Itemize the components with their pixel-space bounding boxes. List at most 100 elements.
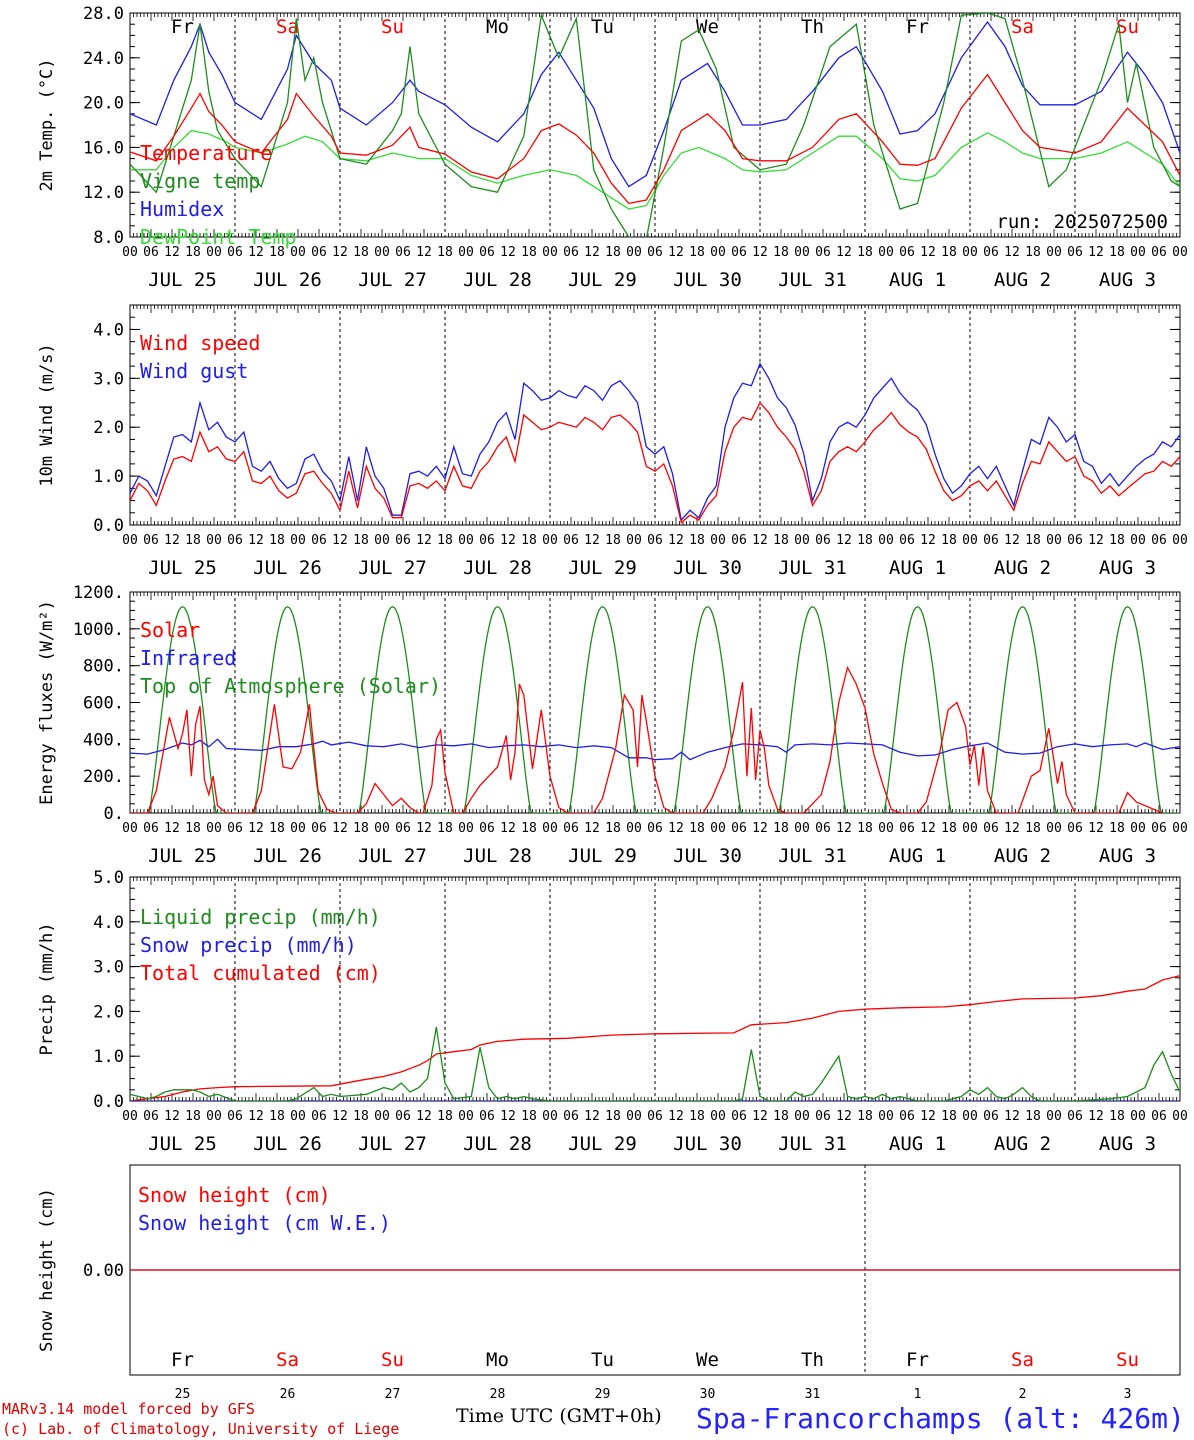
weekday-label: Sa [1011, 16, 1034, 38]
hour-label: 00 [1172, 533, 1188, 548]
x-axis-title: Time UTC (GMT+0h) [456, 1405, 662, 1427]
hour-label: 06 [899, 1109, 915, 1124]
hour-label: 06 [983, 1109, 999, 1124]
hour-label: 06 [143, 1109, 159, 1124]
hour-label: 00 [794, 533, 810, 548]
hour-label: 00 [710, 821, 726, 836]
hour-label: 06 [1067, 533, 1083, 548]
hour-label: 06 [647, 245, 663, 260]
date-label: JUL 29 [568, 845, 637, 867]
hour-label: 12 [584, 1109, 600, 1124]
hour-label: 12 [164, 821, 180, 836]
series-line-wind-gust [130, 362, 1180, 522]
hour-label: 00 [1172, 245, 1188, 260]
y-tick-label: 0. [104, 804, 124, 824]
y-tick-label: 0.0 [93, 1092, 124, 1112]
y-tick-label: 2.0 [93, 418, 124, 438]
hour-label: 00 [626, 821, 642, 836]
date-label: JUL 30 [673, 845, 742, 867]
date-label: AUG 3 [1099, 845, 1156, 867]
date-label: JUL 30 [673, 269, 742, 291]
hour-label: 00 [1130, 245, 1146, 260]
hour-label: 00 [122, 821, 138, 836]
date-label: AUG 2 [994, 269, 1051, 291]
y-tick-label: 400. [83, 730, 124, 750]
plot-frame [129, 12, 1181, 238]
hour-label: 00 [710, 245, 726, 260]
hour-label: 00 [794, 821, 810, 836]
hour-label: 06 [899, 821, 915, 836]
day-number: 27 [385, 1387, 401, 1402]
y-tick-label: 28.0 [83, 4, 124, 24]
legend-entry: Snow height (cm W.E.) [138, 1211, 391, 1235]
hour-label: 18 [521, 1109, 537, 1124]
hour-label: 18 [185, 821, 201, 836]
weekday-label: Su [381, 1349, 404, 1371]
hour-label: 18 [773, 1109, 789, 1124]
hour-label: 12 [1004, 1109, 1020, 1124]
date-label: JUL 26 [253, 1133, 322, 1155]
hour-label: 12 [1004, 821, 1020, 836]
hour-label: 12 [500, 821, 516, 836]
hour-label: 18 [605, 1109, 621, 1124]
day-number: 29 [595, 1387, 611, 1402]
legend-entry: Snow precip (mm/h) [140, 933, 357, 957]
day-number: 26 [280, 1387, 296, 1402]
hour-label: 12 [920, 821, 936, 836]
hour-label: 00 [458, 1109, 474, 1124]
hour-label: 00 [710, 533, 726, 548]
hour-label: 18 [437, 821, 453, 836]
date-label: AUG 3 [1099, 1133, 1156, 1155]
hour-label: 00 [374, 1109, 390, 1124]
day-number: 25 [175, 1387, 191, 1402]
hour-label: 00 [878, 245, 894, 260]
date-label: JUL 28 [463, 1133, 532, 1155]
weekday-label: Sa [276, 1349, 299, 1371]
hour-label: 00 [962, 533, 978, 548]
hour-label: 18 [437, 533, 453, 548]
hour-label: 00 [962, 821, 978, 836]
hour-label: 12 [500, 533, 516, 548]
hour-label: 00 [374, 245, 390, 260]
y-tick-label: 1.0 [93, 1047, 124, 1067]
hour-label: 12 [500, 245, 516, 260]
hour-label: 00 [122, 1109, 138, 1124]
legend-entry: Top of Atmosphere (Solar) [140, 674, 441, 698]
hour-label: 00 [794, 245, 810, 260]
hour-label: 18 [1025, 245, 1041, 260]
hour-label: 00 [122, 245, 138, 260]
legend-entry: Snow height (cm) [138, 1183, 331, 1207]
hour-label: 18 [605, 245, 621, 260]
hour-label: 00 [1130, 533, 1146, 548]
hour-label: 18 [1109, 1109, 1125, 1124]
hour-label: 18 [437, 245, 453, 260]
hour-label: 06 [731, 245, 747, 260]
hour-label: 06 [311, 821, 327, 836]
weekday-label: Mo [486, 16, 509, 38]
hour-label: 00 [710, 1109, 726, 1124]
hour-label: 06 [983, 533, 999, 548]
date-label: AUG 3 [1099, 269, 1156, 291]
hour-label: 00 [1046, 821, 1062, 836]
hour-label: 06 [815, 245, 831, 260]
y-tick-label: 16.0 [83, 138, 124, 158]
hour-label: 06 [479, 245, 495, 260]
hour-label: 00 [290, 533, 306, 548]
hour-label: 00 [626, 245, 642, 260]
hour-label: 18 [605, 533, 621, 548]
date-label: JUL 30 [673, 1133, 742, 1155]
hour-label: 06 [143, 821, 159, 836]
hour-label: 12 [836, 533, 852, 548]
hour-label: 18 [941, 821, 957, 836]
weekday-label: Su [1116, 16, 1139, 38]
hour-label: 12 [1088, 245, 1104, 260]
date-label: JUL 27 [358, 557, 427, 579]
hour-label: 06 [227, 245, 243, 260]
hour-label: 06 [311, 1109, 327, 1124]
weekday-label: We [696, 1349, 719, 1371]
hour-label: 18 [185, 1109, 201, 1124]
hour-label: 18 [605, 821, 621, 836]
hour-label: 12 [920, 1109, 936, 1124]
hour-label: 18 [1109, 533, 1125, 548]
